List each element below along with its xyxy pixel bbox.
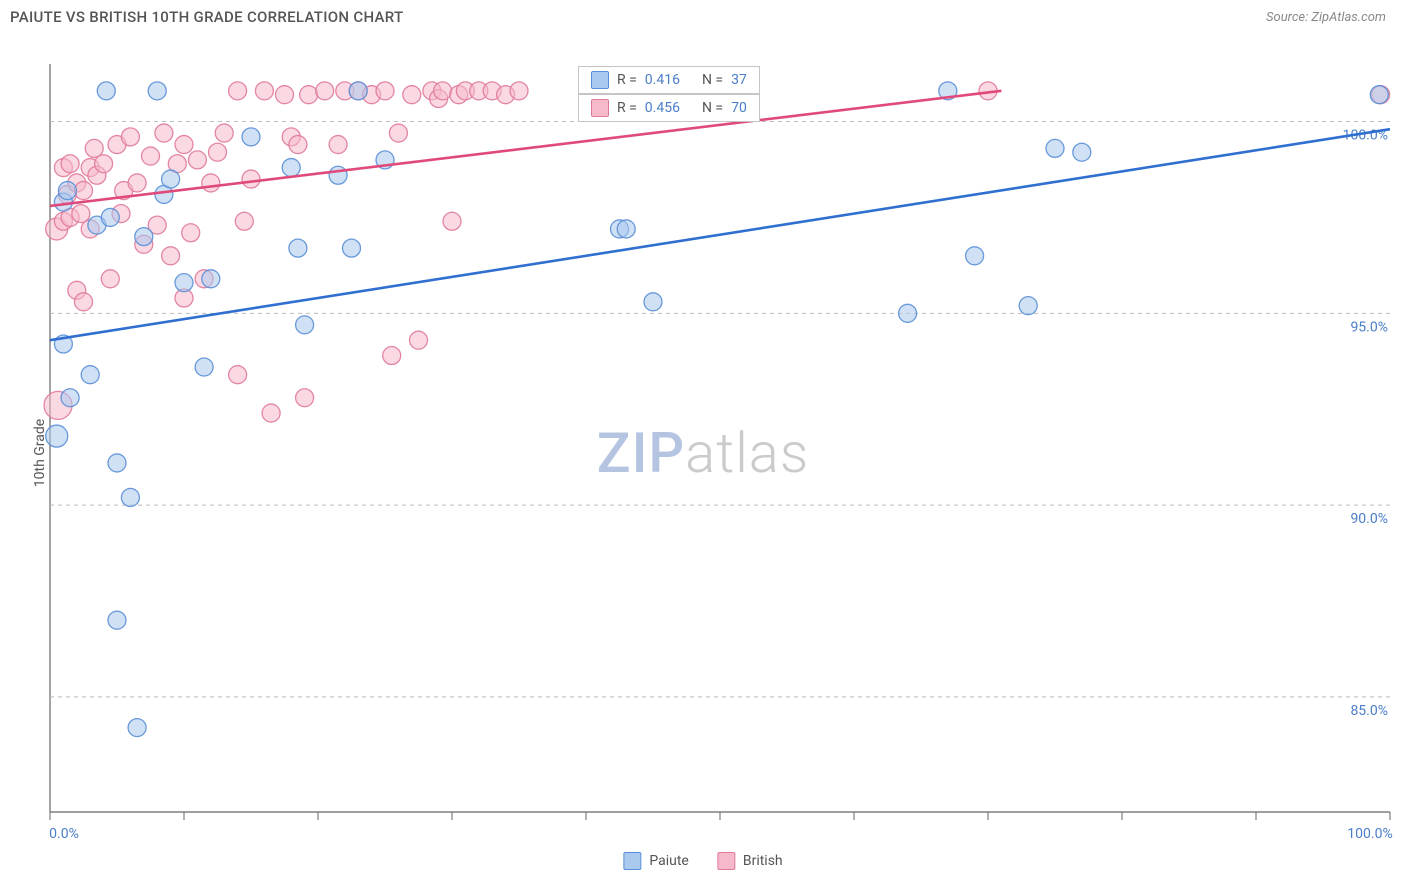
legend-swatch-paiute (623, 852, 641, 870)
data-point (75, 182, 93, 200)
data-point (101, 270, 119, 288)
scatter-chart: 85.0%90.0%95.0%100.0%0.0%100.0% (0, 28, 1406, 848)
legend-british-r: 0.456 (645, 100, 680, 116)
data-point (300, 86, 318, 104)
data-point (329, 166, 347, 184)
data-point (95, 155, 113, 173)
legend-swatch-paiute (591, 71, 609, 89)
data-point (235, 212, 253, 230)
bottom-legend: Paiute British (623, 852, 782, 870)
data-point (262, 404, 280, 422)
data-point (182, 224, 200, 242)
data-point (329, 136, 347, 154)
chart-title: PAIUTE VS BRITISH 10TH GRADE CORRELATION… (10, 8, 403, 26)
legend-swatch-british (591, 99, 609, 117)
data-point (202, 174, 220, 192)
legend-paiute-label: Paiute (649, 853, 689, 869)
bottom-legend-paiute: Paiute (623, 852, 689, 870)
data-point (296, 389, 314, 407)
bottom-legend-british: British (717, 852, 783, 870)
legend-r-prefix: R = (617, 100, 637, 116)
data-point (202, 270, 220, 288)
legend-n-prefix: N = (702, 72, 723, 88)
data-point (97, 82, 115, 100)
legend-british-n: 70 (731, 100, 747, 116)
data-point (1046, 139, 1064, 157)
data-point (128, 174, 146, 192)
legend-british-label: British (743, 853, 783, 869)
data-point (229, 366, 247, 384)
data-point (617, 220, 635, 238)
data-point (61, 389, 79, 407)
data-point (296, 316, 314, 334)
legend-paiute-n: 37 (731, 72, 747, 88)
legend-swatch-british (717, 852, 735, 870)
data-point (383, 347, 401, 365)
data-point (155, 124, 173, 142)
data-point (188, 151, 206, 169)
data-point (121, 128, 139, 146)
legend-paiute-r: 0.416 (645, 72, 680, 88)
data-point (403, 86, 421, 104)
svg-text:100.0%: 100.0% (1347, 826, 1392, 842)
data-point (242, 170, 260, 188)
data-point (510, 82, 528, 100)
data-point (644, 293, 662, 311)
data-point (1019, 297, 1037, 315)
data-point (195, 358, 213, 376)
data-point (128, 719, 146, 737)
data-point (1370, 86, 1388, 104)
data-point (135, 228, 153, 246)
data-point (443, 212, 461, 230)
data-point (162, 247, 180, 265)
data-point (121, 488, 139, 506)
svg-text:85.0%: 85.0% (1350, 703, 1388, 719)
data-point (101, 208, 119, 226)
data-point (242, 128, 260, 146)
data-point (215, 124, 233, 142)
data-point (108, 454, 126, 472)
legend-n-prefix: N = (702, 100, 723, 116)
data-point (966, 247, 984, 265)
svg-text:95.0%: 95.0% (1350, 319, 1388, 335)
data-point (142, 147, 160, 165)
data-point (376, 82, 394, 100)
data-point (434, 82, 452, 100)
data-point (289, 136, 307, 154)
data-point (209, 143, 227, 161)
data-point (175, 274, 193, 292)
data-point (410, 331, 428, 349)
data-point (162, 170, 180, 188)
chart-area: 10th Grade 85.0%90.0%95.0%100.0%0.0%100.… (0, 28, 1406, 878)
data-point (229, 82, 247, 100)
chart-header: PAIUTE VS BRITISH 10TH GRADE CORRELATION… (0, 0, 1406, 28)
legend-british-stats: R = 0.456 N = 70 (578, 94, 760, 122)
legend-paiute-stats: R = 0.416 N = 37 (578, 66, 760, 94)
data-point (389, 124, 407, 142)
data-point (61, 155, 79, 173)
trend-line (50, 129, 1390, 340)
data-point (81, 366, 99, 384)
data-point (46, 425, 68, 447)
data-point (255, 82, 273, 100)
data-point (316, 82, 334, 100)
data-point (343, 239, 361, 257)
svg-text:0.0%: 0.0% (49, 826, 79, 842)
data-point (276, 86, 294, 104)
data-point (148, 82, 166, 100)
data-point (58, 182, 76, 200)
data-point (349, 82, 367, 100)
data-point (282, 159, 300, 177)
data-point (899, 304, 917, 322)
y-axis-label: 10th Grade (32, 419, 48, 487)
data-point (289, 239, 307, 257)
svg-text:90.0%: 90.0% (1350, 511, 1388, 527)
legend-r-prefix: R = (617, 72, 637, 88)
data-point (108, 611, 126, 629)
data-point (175, 136, 193, 154)
data-point (75, 293, 93, 311)
data-point (1073, 143, 1091, 161)
chart-source: Source: ZipAtlas.com (1266, 10, 1386, 25)
